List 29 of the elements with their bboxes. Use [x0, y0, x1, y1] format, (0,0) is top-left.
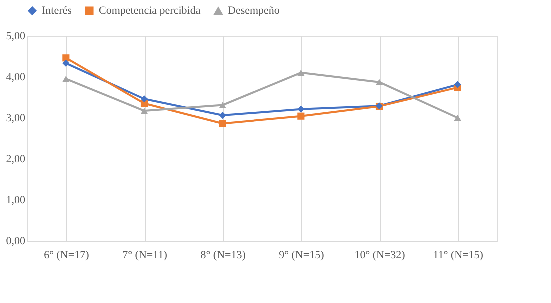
legend-label: Interés: [42, 4, 72, 17]
x-tick-label: 7° (N=11): [122, 250, 168, 262]
point: [140, 96, 148, 103]
point: [298, 106, 305, 113]
legend-label: Competencia percibida: [99, 4, 201, 17]
y-tick-label: 4,00: [6, 72, 26, 84]
legend-label: Desempeño: [228, 5, 280, 18]
point: [454, 114, 462, 122]
point: [219, 102, 226, 108]
x-tick-label: 9° (N=15): [279, 250, 325, 262]
point: [140, 108, 148, 114]
point: [454, 81, 462, 88]
x-tick-label: 6° (N=17): [44, 250, 90, 262]
point: [298, 70, 305, 76]
point: [62, 60, 70, 68]
point: [62, 76, 70, 82]
point: [376, 79, 384, 86]
point: [298, 112, 305, 120]
x-tick-label: 8° (N=13): [200, 250, 246, 262]
point: [219, 112, 226, 120]
y-tick-label: 3,00: [6, 112, 26, 124]
y-tick-label: 0,00: [6, 236, 26, 248]
x-tick-label: 11° (N=15): [433, 250, 484, 262]
y-tick-label: 5,00: [6, 30, 26, 42]
y-tick-label: 2,00: [6, 154, 26, 166]
y-tick-label: 1,00: [6, 194, 26, 206]
x-tick-label: 10° (N=32): [354, 250, 406, 262]
point: [62, 54, 70, 62]
point: [219, 120, 226, 128]
